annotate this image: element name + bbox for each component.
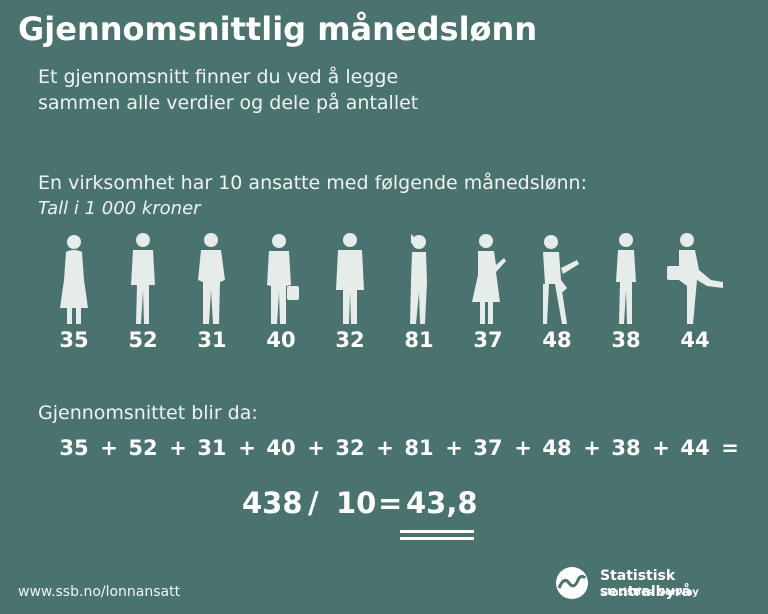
sum-term: 52 — [128, 436, 158, 460]
person-figure-10 — [665, 230, 725, 325]
divide-sign: / — [308, 486, 319, 520]
unit-note: Tall i 1 000 kroner — [38, 198, 201, 219]
plus-sign: + — [583, 436, 601, 460]
plus-sign: + — [652, 436, 670, 460]
ssb-logo-icon — [556, 567, 588, 599]
person-figure-5 — [320, 230, 380, 325]
salary-value: 31 — [197, 328, 227, 352]
salary-value: 48 — [542, 328, 572, 352]
salary-value: 44 — [680, 328, 710, 352]
person-figure-9 — [596, 230, 656, 325]
salary-value: 35 — [59, 328, 89, 352]
sum-term: 32 — [335, 436, 365, 460]
salary-value: 52 — [128, 328, 158, 352]
person-figure-1 — [44, 230, 104, 325]
employee-count: 10 — [336, 486, 377, 520]
plus-sign: + — [238, 436, 256, 460]
person-figure-2 — [113, 230, 173, 325]
equals-sign: = — [721, 436, 739, 460]
person-figure-7 — [458, 230, 518, 325]
plus-sign: + — [514, 436, 532, 460]
sum-term: 81 — [404, 436, 434, 460]
plus-sign: + — [307, 436, 325, 460]
plus-sign: + — [169, 436, 187, 460]
salary-value: 40 — [266, 328, 296, 352]
brand-subtitle: Statistics Norway — [600, 587, 699, 598]
salary-value: 37 — [473, 328, 503, 352]
salary-value: 32 — [335, 328, 365, 352]
subtitle-line-2: sammen alle verdier og dele på antallet — [38, 92, 419, 114]
average-result: 43,8 — [406, 486, 478, 520]
intro-text: En virksomhet har 10 ansatte med følgend… — [38, 172, 587, 194]
sum-term: 31 — [197, 436, 227, 460]
double-underline-bottom — [400, 537, 474, 540]
sum-term: 38 — [611, 436, 641, 460]
plus-sign: + — [376, 436, 394, 460]
sum-total: 438 — [242, 486, 303, 520]
plus-sign: + — [100, 436, 118, 460]
salary-value: 81 — [404, 328, 434, 352]
person-figure-8 — [527, 230, 587, 325]
source-link[interactable]: www.ssb.no/lonnansatt — [18, 584, 181, 600]
salary-value: 38 — [611, 328, 641, 352]
person-figure-6 — [389, 230, 449, 325]
sum-term: 44 — [680, 436, 710, 460]
equals-sign: = — [378, 486, 403, 520]
plus-sign: + — [445, 436, 463, 460]
person-figure-4 — [251, 230, 311, 325]
sum-term: 48 — [542, 436, 572, 460]
result-label: Gjennomsnittet blir da: — [38, 402, 258, 424]
sum-term: 40 — [266, 436, 296, 460]
subtitle-line-1: Et gjennomsnitt finner du ved å legge — [38, 66, 399, 88]
double-underline-top — [400, 530, 474, 533]
sum-term: 35 — [59, 436, 89, 460]
page-title: Gjennomsnittlig månedslønn — [18, 10, 538, 48]
brand-name: Statistisk sentralbyrå — [600, 568, 692, 600]
sum-term: 37 — [473, 436, 503, 460]
person-figure-3 — [182, 230, 242, 325]
